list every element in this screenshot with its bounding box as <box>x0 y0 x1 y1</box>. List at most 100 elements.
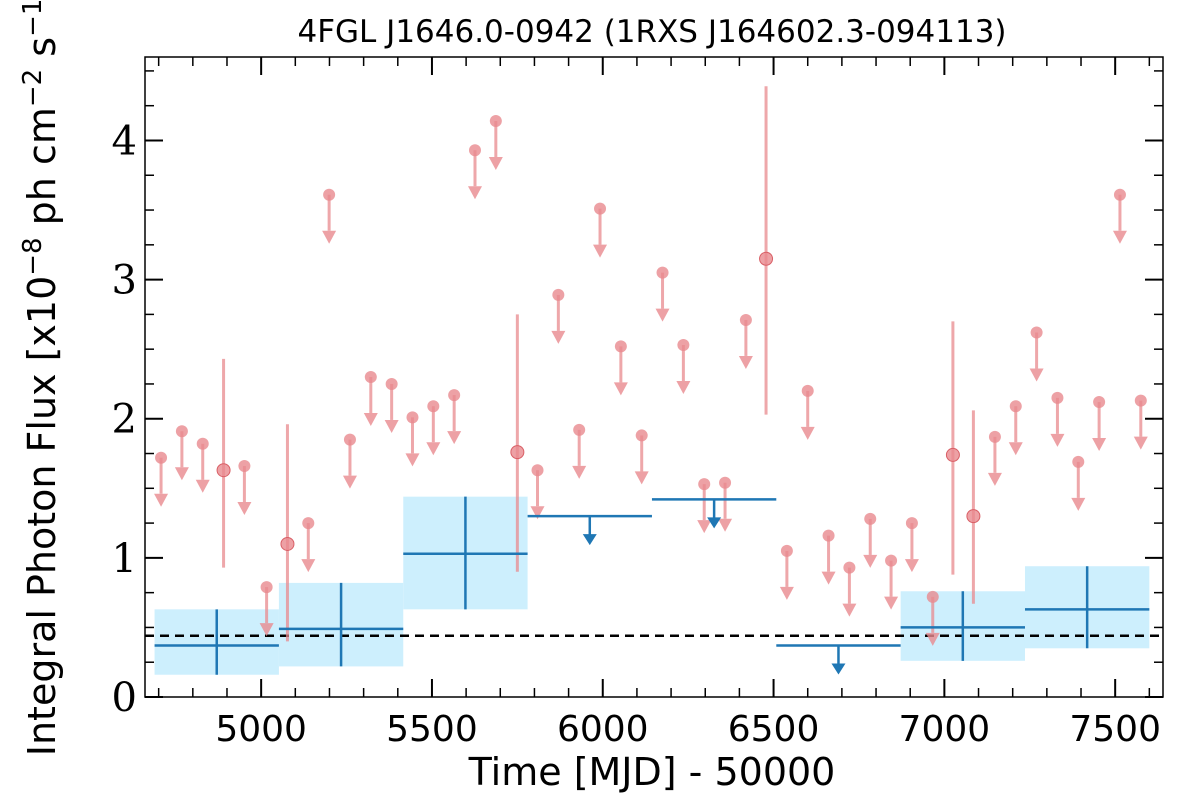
long-bin-ul-arrow-0 <box>582 534 597 546</box>
short-bin-ul-point-1 <box>175 425 188 438</box>
chart-title: 4FGL J1646.0-0942 (1RXS J164602.3-094113… <box>297 14 1006 50</box>
short-bin-ul-arrow-17 <box>572 465 587 479</box>
x-tick-label-0: 5000 <box>215 709 307 750</box>
x-axis-label: Time [MJD] - 50000 <box>468 750 836 794</box>
short-bin-ul-arrow-14 <box>488 157 503 170</box>
short-bin-ul-point-8 <box>364 371 377 383</box>
x-tick-label-4: 7000 <box>899 709 991 750</box>
short-bin-ul-arrow-19 <box>613 382 628 396</box>
short-bin-ul-arrow-38 <box>1071 497 1086 511</box>
y-axis-label: Integral Photon Flux [x10−8 ph cm−2 s−1] <box>18 0 64 756</box>
short-bin-ul-arrow-28 <box>821 571 836 585</box>
short-bin-ul-point-31 <box>885 554 898 567</box>
short-bin-ul-arrow-23 <box>697 520 712 534</box>
y-axis-label-mid: ph cm <box>20 107 64 237</box>
y-tick-label-1: 1 <box>112 536 137 582</box>
short-bin-ul-arrow-13 <box>467 186 482 200</box>
short-bin-ul-arrow-10 <box>405 453 420 467</box>
y-axis-label-main: Integral Photon Flux [x10 <box>20 276 64 757</box>
short-bin-point-4 <box>945 447 960 462</box>
short-bin-ul-point-12 <box>448 389 461 402</box>
short-bin-ul-arrow-35 <box>1008 442 1023 456</box>
short-bin-ul-arrow-26 <box>779 586 794 600</box>
long-bin-series <box>154 496 1150 675</box>
short-bin-ul-arrow-34 <box>987 472 1002 486</box>
short-bin-point-0 <box>216 463 231 478</box>
short-bin-ul-arrow-8 <box>363 413 378 426</box>
short-bin-ul-point-34 <box>988 430 1001 443</box>
short-bin-ul-point-21 <box>656 266 669 279</box>
x-tick-label-2: 6000 <box>557 709 649 750</box>
short-bin-ul-point-15 <box>531 464 544 477</box>
short-bin-ul-point-14 <box>489 115 502 127</box>
short-bin-ul-arrow-9 <box>384 419 399 433</box>
short-bin-ul-arrow-30 <box>863 554 878 568</box>
short-bin-ul-arrow-11 <box>426 442 441 456</box>
short-bin-ul-point-18 <box>594 202 607 215</box>
short-bin-ul-point-20 <box>635 429 648 442</box>
short-bin-ul-point-33 <box>926 590 939 603</box>
short-bin-ul-point-11 <box>427 400 440 413</box>
short-bin-ul-arrow-4 <box>259 623 274 637</box>
short-bin-ul-point-16 <box>552 288 565 301</box>
y-tick-label-2: 2 <box>112 397 137 443</box>
short-bin-ul-point-25 <box>739 313 752 326</box>
short-bin-ul-point-32 <box>905 517 918 530</box>
y-axis-label-exp3: −1 <box>18 0 48 37</box>
short-bin-ul-point-2 <box>196 437 209 450</box>
short-bin-ul-arrow-37 <box>1050 433 1065 447</box>
short-bin-ul-point-22 <box>677 339 690 351</box>
short-bin-ul-point-38 <box>1072 455 1085 468</box>
short-bin-ul-arrow-32 <box>904 559 919 573</box>
short-bin-ul-arrow-39 <box>1092 438 1107 452</box>
short-bin-ul-point-28 <box>822 529 835 542</box>
short-bin-ul-point-24 <box>719 476 732 489</box>
short-bin-ul-point-30 <box>864 512 877 525</box>
short-bin-ul-arrow-25 <box>738 355 753 369</box>
short-bin-ul-arrow-5 <box>301 559 316 573</box>
short-bin-ul-point-37 <box>1051 391 1064 404</box>
short-bin-ul-point-26 <box>780 544 793 557</box>
short-bin-ul-point-9 <box>385 377 398 390</box>
short-bin-ul-point-29 <box>843 561 856 574</box>
short-bin-ul-arrow-29 <box>842 603 857 617</box>
short-bin-ul-arrow-6 <box>322 230 337 244</box>
short-bin-ul-point-10 <box>406 411 419 424</box>
short-bin-ul-point-6 <box>323 188 336 201</box>
short-bin-ul-point-7 <box>343 433 356 446</box>
short-bin-ul-arrow-7 <box>342 475 357 489</box>
y-axis-label-exp1: −8 <box>18 237 48 275</box>
short-bin-ul-point-23 <box>698 478 711 491</box>
short-bin-ul-arrow-31 <box>884 596 899 610</box>
short-bin-ul-arrow-24 <box>718 518 733 532</box>
short-bin-point-5 <box>966 509 981 524</box>
y-axis-label-exp2: −2 <box>18 69 48 107</box>
short-bin-ul-point-13 <box>468 144 481 157</box>
short-bin-ul-point-27 <box>801 384 814 397</box>
short-bin-point-2 <box>510 445 525 460</box>
short-bin-ul-arrow-21 <box>655 308 670 322</box>
x-tick-labels: 5000 5500 6000 6500 7000 7500 <box>215 709 1161 750</box>
short-bin-ul-point-40 <box>1113 188 1126 201</box>
short-bin-ul-point-36 <box>1030 326 1043 339</box>
y-axis-label-s: s <box>20 37 64 69</box>
short-bin-ul-point-0 <box>155 451 168 464</box>
x-tick-label-3: 6500 <box>728 709 820 750</box>
x-tick-label-1: 5500 <box>386 709 478 750</box>
short-bin-ul-point-35 <box>1009 400 1022 413</box>
short-bin-ul-arrow-16 <box>551 330 566 344</box>
short-bin-ul-point-41 <box>1134 394 1147 407</box>
long-bin-ul-arrow-2 <box>831 663 846 675</box>
short-bin-ul-arrow-3 <box>237 502 252 516</box>
short-bin-series <box>154 86 1148 646</box>
short-bin-point-1 <box>280 536 295 551</box>
long-bin-ul-arrow-1 <box>707 517 722 529</box>
y-tick-label-0: 0 <box>112 675 137 721</box>
short-bin-ul-arrow-33 <box>925 632 940 646</box>
short-bin-ul-point-5 <box>302 517 315 530</box>
short-bin-ul-point-3 <box>238 460 251 473</box>
short-bin-ul-point-4 <box>260 581 273 594</box>
y-tick-label-4: 4 <box>112 118 137 164</box>
short-bin-ul-arrow-36 <box>1029 368 1044 382</box>
